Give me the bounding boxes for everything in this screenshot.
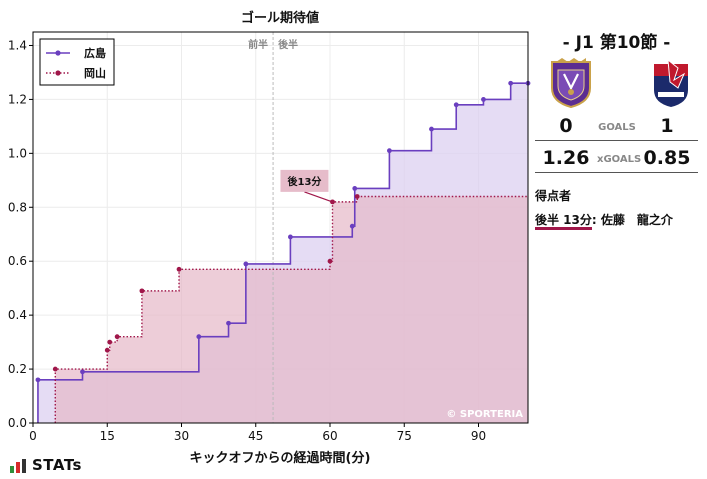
y-tick-label: 1.0	[8, 146, 27, 160]
series-area-okayama	[55, 196, 529, 423]
data-point	[114, 334, 120, 340]
goals-label: GOALS	[598, 122, 636, 133]
y-tick-label: 1.4	[8, 38, 27, 52]
plot-frame	[32, 31, 529, 424]
data-point	[243, 261, 249, 267]
y-tick-label: 0.4	[8, 308, 27, 322]
y-tick-label: 0.0	[8, 416, 27, 430]
x-tick-label: 0	[29, 429, 37, 443]
y-tick-label: 0.8	[8, 200, 27, 214]
scorers-heading: 得点者	[535, 189, 572, 203]
x-tick-label: 60	[322, 429, 337, 443]
data-point	[288, 234, 293, 240]
legend-marker	[55, 50, 61, 56]
home-xg: 1.26	[542, 147, 590, 169]
data-point	[107, 339, 113, 345]
scorer-time: 後半 13分	[535, 213, 592, 230]
bar-chart-icon	[10, 459, 26, 473]
x-tick-label: 45	[248, 429, 263, 443]
data-point	[196, 334, 202, 340]
data-point	[481, 97, 486, 102]
data-point	[139, 288, 145, 294]
legend-box	[39, 38, 115, 86]
xgoals-label: xGOALS	[597, 154, 642, 165]
chart-title: ゴール期待値	[241, 10, 319, 26]
annotation-label: 後13分	[288, 175, 322, 188]
copyright-label: © SPORTERIA	[446, 409, 523, 420]
data-point	[354, 194, 360, 199]
x-tick-label: 90	[471, 429, 486, 443]
x-tick-label: 15	[100, 429, 115, 443]
home-goals: 0	[559, 115, 573, 137]
legend-label: 広島	[84, 46, 106, 60]
data-point	[80, 369, 85, 375]
y-tick-label: 1.2	[8, 92, 27, 106]
y-tick-label: 0.2	[8, 362, 27, 376]
data-point	[176, 266, 182, 272]
legend-label: 岡山	[84, 66, 106, 80]
match-title: - J1 第10節 -	[562, 33, 671, 53]
data-point	[429, 126, 434, 132]
data-point	[52, 366, 58, 372]
data-point	[453, 102, 459, 108]
away-xg: 0.85	[643, 147, 691, 169]
data-point	[226, 320, 231, 326]
y-tick-label: 0.6	[8, 254, 27, 268]
data-point	[508, 80, 514, 86]
away-goals: 1	[660, 115, 674, 137]
annotation-arrow	[304, 191, 333, 203]
sanfrecce-hiroshima-crest-icon	[551, 58, 591, 108]
scorer-name: : 佐藤 龍之介	[591, 213, 673, 227]
data-point	[327, 258, 333, 264]
x-tick-label: 30	[174, 429, 189, 443]
scorer-entry: 後半 13分: 佐藤 龍之介	[535, 211, 673, 230]
data-point	[104, 347, 110, 353]
x-axis-label: キックオフからの経過時間(分)	[190, 450, 371, 466]
annotation-box	[280, 169, 329, 192]
goals-row: 0 GOALS 1	[535, 114, 698, 141]
first-half-label: 前半	[248, 38, 268, 51]
data-point	[35, 377, 41, 383]
xgoals-row: 1.26 xGOALS 0.85	[535, 146, 698, 173]
legend-marker	[55, 70, 61, 76]
brand-name: STATs	[32, 456, 82, 474]
fagiano-okayama-crest-icon	[654, 58, 688, 107]
second-half-label: 後半	[278, 38, 298, 51]
data-point	[387, 148, 392, 154]
x-tick-label: 75	[397, 429, 412, 443]
data-point	[352, 186, 358, 191]
data-point	[349, 223, 355, 229]
data-point	[330, 199, 335, 205]
